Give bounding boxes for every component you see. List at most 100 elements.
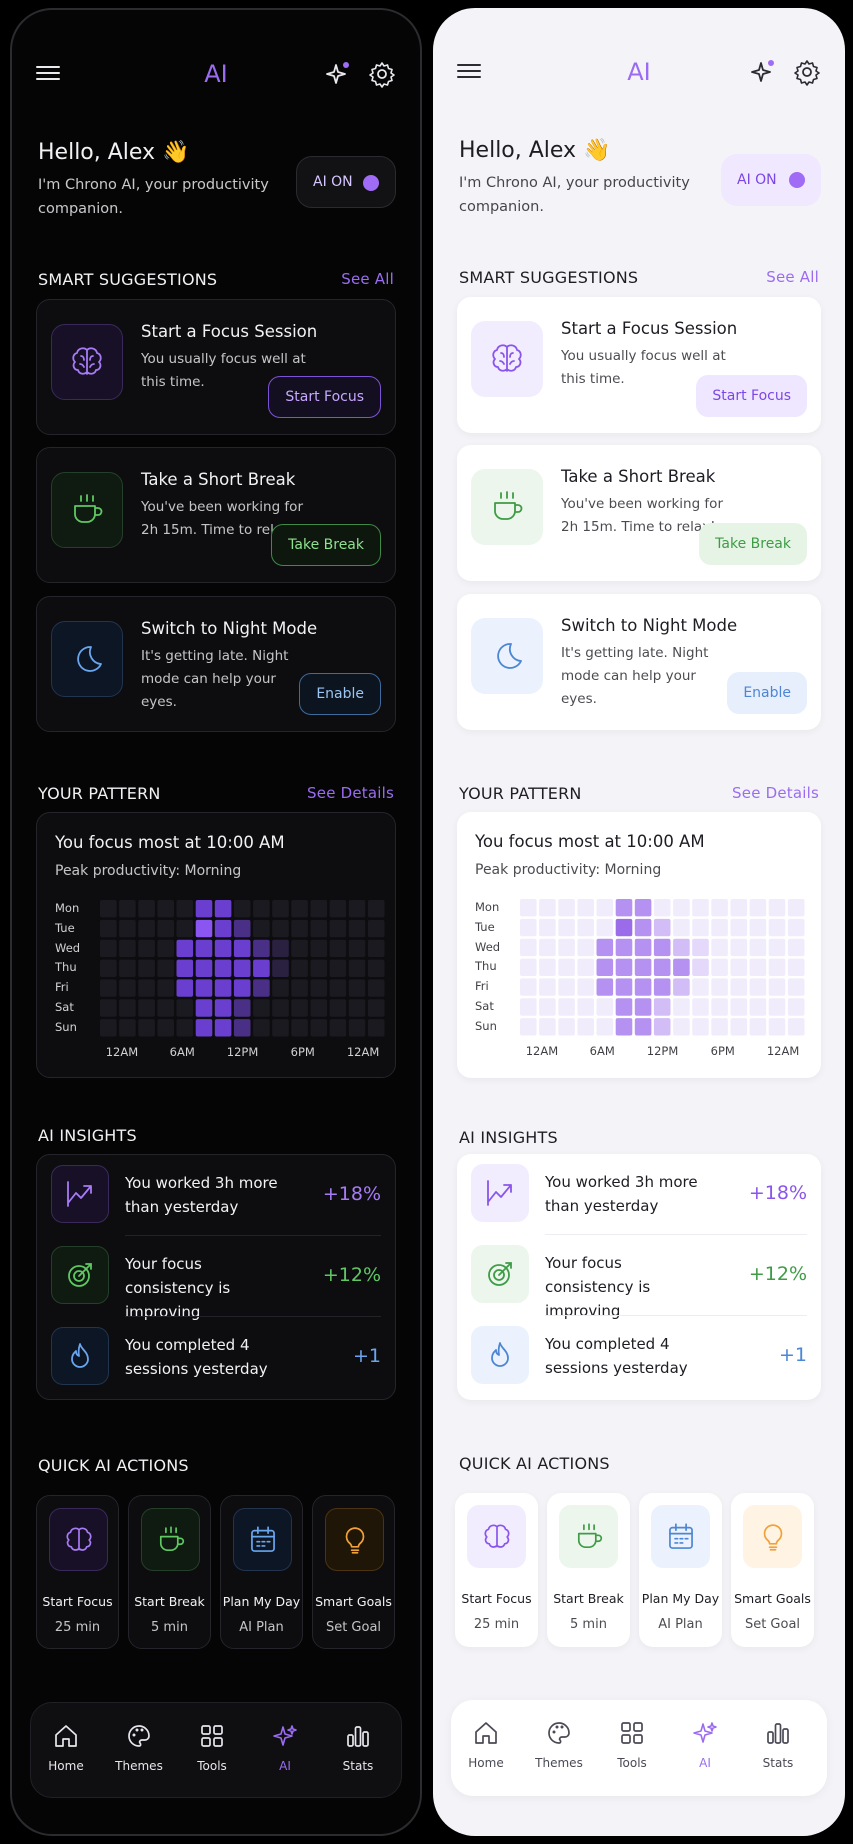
settings-gear-icon[interactable] (368, 60, 396, 88)
heatmap-cell (634, 938, 652, 957)
day-label: Sun (475, 1018, 497, 1033)
heatmap-cell (272, 919, 289, 938)
brain-icon (467, 1505, 526, 1568)
heatmap-cell (195, 939, 213, 958)
coffee-icon (471, 469, 543, 545)
heatmap-cell (711, 958, 728, 976)
heatmap-cell (195, 979, 213, 997)
nav-home[interactable]: Home (454, 1720, 518, 1770)
heatmap-cell (176, 919, 194, 938)
heatmap-cell (100, 919, 117, 938)
nav-label: Themes (535, 1756, 583, 1770)
heatmap-cell (520, 918, 537, 937)
insight-text: You worked 3h more than yesterday (545, 1173, 698, 1215)
heatmap-cell (157, 959, 174, 977)
quick-action-start-break[interactable]: Start Break 5 min (547, 1493, 630, 1647)
heatmap-cell (348, 1019, 366, 1037)
heatmap-cell (653, 899, 671, 917)
heatmap-cell (749, 899, 767, 917)
heatmap-cell (558, 998, 575, 1016)
greeting-title: Hello, Alex 👋 (38, 140, 190, 165)
insight-row: You worked 3h more than yesterday +18% (471, 1154, 807, 1235)
menu-icon[interactable] (36, 62, 60, 86)
quick-action-plan-my-day[interactable]: Plan My Day AI Plan (220, 1495, 303, 1649)
settings-gear-icon[interactable] (793, 58, 821, 86)
heatmap-cell (749, 958, 767, 976)
suggestion-description: You usually focus well at this time. (141, 351, 306, 390)
nav-ai[interactable]: AI (253, 1723, 317, 1773)
heatmap-cell (520, 938, 537, 957)
nav-label: Home (48, 1759, 84, 1773)
greeting: Hello, Alex 👋 I'm Chrono AI, your produc… (38, 140, 278, 221)
light-theme-screen: AI Hello, Alex 👋 I'm Chrono AI, your pro… (433, 8, 845, 1836)
start-focus-button[interactable]: Start Focus (268, 376, 381, 418)
section-title: YOUR PATTERN (38, 784, 161, 803)
heatmap-cell (577, 938, 594, 957)
see-details-link[interactable]: See Details (307, 784, 394, 802)
heatmap-cell (329, 979, 347, 997)
quick-action-smart-goals[interactable]: Smart Goals Set Goal (312, 1495, 395, 1649)
heatmap-cell (558, 918, 575, 937)
nav-tools[interactable]: Tools (180, 1723, 244, 1773)
heatmap-cell (730, 998, 748, 1016)
heatmap-cell (539, 958, 556, 976)
heatmap-cell (653, 978, 671, 996)
heatmap-cell (214, 900, 232, 918)
section-title: QUICK AI ACTIONS (38, 1456, 189, 1475)
nav-tools[interactable]: Tools (600, 1720, 664, 1770)
heatmap-cell (195, 959, 213, 977)
heatmap-cell (711, 899, 728, 917)
nav-stats[interactable]: Stats (746, 1720, 810, 1770)
ai-toggle[interactable]: AI ON (296, 156, 396, 208)
heatmap-cell (558, 1018, 575, 1036)
heatmap-cell (539, 938, 556, 957)
heatmap-cell (539, 998, 556, 1016)
take-break-button[interactable]: Take Break (699, 523, 807, 565)
nav-themes[interactable]: Themes (107, 1723, 171, 1773)
quick-action-smart-goals[interactable]: Smart Goals Set Goal (731, 1493, 814, 1647)
section-title: SMART SUGGESTIONS (38, 270, 218, 289)
day-label: Wed (475, 939, 501, 954)
heatmap-cell (730, 899, 748, 917)
toggle-dot (789, 172, 805, 188)
heatmap-cell (692, 978, 709, 996)
nav-label: Stats (342, 1759, 374, 1773)
heatmap-cell (577, 899, 594, 917)
start-focus-button[interactable]: Start Focus (696, 375, 807, 417)
heatmap-cell (291, 919, 308, 938)
insight-value: +1 (352, 1345, 381, 1367)
nav-themes[interactable]: Themes (527, 1720, 591, 1770)
quick-action-start-break[interactable]: Start Break 5 min (128, 1495, 211, 1649)
menu-icon[interactable] (457, 60, 481, 84)
heatmap-cell (119, 900, 136, 918)
quick-action-start-focus[interactable]: Start Focus 25 min (455, 1493, 538, 1647)
day-label: Sat (55, 999, 74, 1014)
see-details-link[interactable]: See Details (732, 784, 819, 802)
quick-action-label: Start Focus (42, 1594, 113, 1609)
heatmap-cell (673, 958, 690, 976)
nav-home[interactable]: Home (34, 1723, 98, 1773)
ai-sparkle-icon[interactable] (749, 58, 777, 86)
see-all-link[interactable]: See All (341, 270, 394, 288)
heatmap-cell (176, 999, 194, 1017)
heatmap-cell (615, 998, 633, 1016)
quick-action-plan-my-day[interactable]: Plan My Day AI Plan (639, 1493, 722, 1647)
heatmap-cell (577, 958, 594, 976)
quick-action-start-focus[interactable]: Start Focus 25 min (36, 1495, 119, 1649)
nav-label: Tools (197, 1759, 227, 1773)
take-break-button[interactable]: Take Break (271, 524, 381, 566)
insights-heading: AI INSIGHTS (459, 1128, 819, 1147)
ai-sparkle-icon[interactable] (324, 60, 352, 88)
enable-night-mode-button[interactable]: Enable (299, 673, 381, 715)
see-all-link[interactable]: See All (766, 268, 819, 286)
suggestion-title: Take a Short Break (141, 470, 296, 489)
nav-ai[interactable]: AI (673, 1720, 737, 1770)
ai-toggle[interactable]: AI ON (721, 154, 821, 206)
insights-card: You worked 3h more than yesterday +18% Y… (457, 1154, 821, 1400)
nav-stats[interactable]: Stats (326, 1723, 390, 1773)
nav-label: Tools (617, 1756, 647, 1770)
focus-heatmap (100, 900, 385, 1037)
heatmap-cell (730, 978, 748, 996)
heatmap-cell (673, 938, 690, 957)
enable-night-mode-button[interactable]: Enable (727, 672, 807, 714)
